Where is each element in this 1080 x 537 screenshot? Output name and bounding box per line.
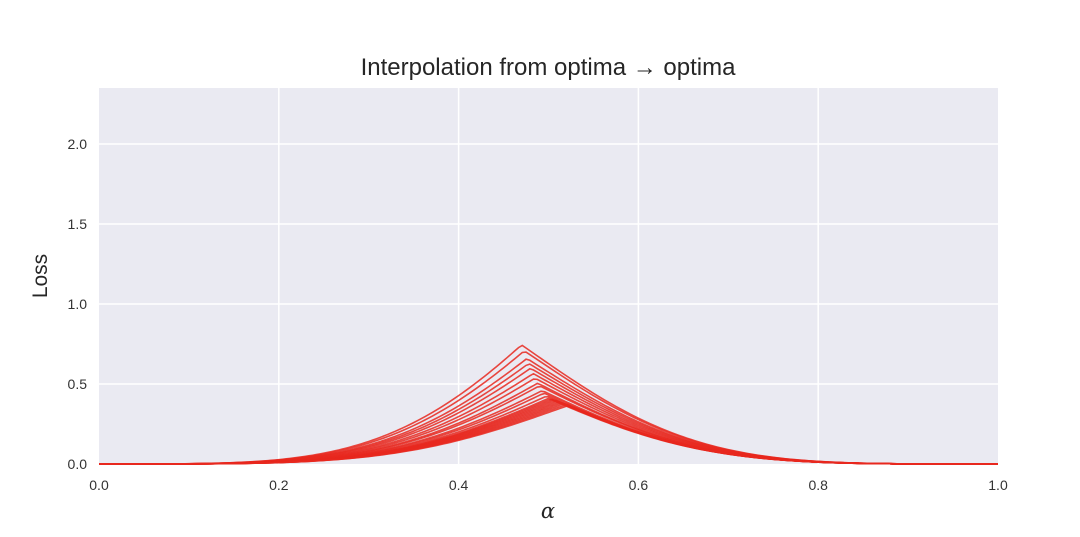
x-tick-label: 0.4 <box>449 477 469 493</box>
x-axis-label: α <box>541 499 555 523</box>
x-tick-label: 0.6 <box>629 477 649 493</box>
x-tick-label: 0.0 <box>89 477 109 493</box>
y-tick-label: 1.5 <box>68 216 88 232</box>
y-tick-label: 0.5 <box>68 376 88 392</box>
y-tick-label: 1.0 <box>68 296 88 312</box>
y-tick-label: 2.0 <box>68 136 88 152</box>
series-group <box>99 344 998 465</box>
y-axis-ticks: 0.0 0.5 1.0 1.5 2.0 <box>68 136 88 472</box>
grid <box>99 88 998 464</box>
x-tick-label: 0.2 <box>269 477 289 493</box>
x-axis-ticks: 0.0 0.2 0.4 0.6 0.8 1.0 <box>89 477 1008 493</box>
x-tick-label: 0.8 <box>808 477 828 493</box>
y-tick-label: 0.0 <box>68 456 88 472</box>
y-axis-label: Loss <box>29 254 52 298</box>
x-tick-label: 1.0 <box>988 477 1008 493</box>
chart-title: Interpolation from optima → optima <box>361 54 736 81</box>
series-line-22 <box>99 405 998 465</box>
